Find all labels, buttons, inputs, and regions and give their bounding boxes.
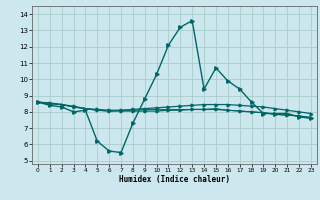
X-axis label: Humidex (Indice chaleur): Humidex (Indice chaleur) bbox=[119, 175, 230, 184]
